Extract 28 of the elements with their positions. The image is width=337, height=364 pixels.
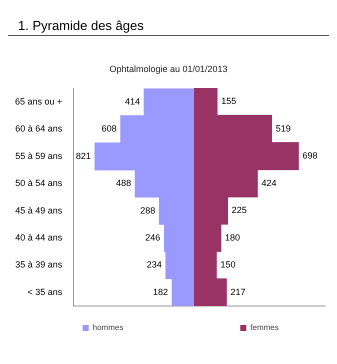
data-label: 246 bbox=[145, 232, 160, 242]
data-label: 150 bbox=[220, 260, 236, 270]
y-tick-label: 60 à 64 ans bbox=[15, 124, 63, 134]
data-label: 519 bbox=[276, 123, 291, 134]
data-label: 180 bbox=[224, 232, 240, 242]
y-tick-label: 35 à 39 ans bbox=[15, 260, 63, 270]
data-label: 234 bbox=[146, 260, 162, 270]
y-tick-label: 65 ans ou + bbox=[14, 96, 62, 106]
data-label: 821 bbox=[76, 150, 91, 161]
data-label: 414 bbox=[124, 96, 140, 106]
legend-label: hommes bbox=[92, 323, 124, 332]
data-label: 424 bbox=[261, 178, 277, 188]
data-label: 698 bbox=[302, 150, 318, 161]
data-label: 488 bbox=[116, 178, 132, 188]
chart-subtitle: Ophtalmologie au 01/01/2013 bbox=[108, 64, 229, 74]
y-tick-label: 45 à 49 ans bbox=[15, 205, 63, 216]
y-tick-label: < 35 ans bbox=[28, 286, 63, 297]
data-label: 608 bbox=[102, 124, 117, 134]
chart-title: 1. Pyramide des âges bbox=[17, 17, 145, 35]
legend-label: femmes bbox=[250, 323, 279, 332]
data-label: 288 bbox=[140, 205, 156, 216]
data-label: 217 bbox=[230, 286, 246, 297]
data-label: 155 bbox=[221, 96, 236, 106]
data-label: 225 bbox=[232, 205, 247, 216]
y-tick-label: 50 à 54 ans bbox=[15, 178, 63, 188]
y-tick-label: 40 à 44 ans bbox=[15, 232, 63, 242]
y-tick-label: 55 à 59 ans bbox=[15, 150, 63, 161]
data-label: 182 bbox=[153, 286, 168, 297]
